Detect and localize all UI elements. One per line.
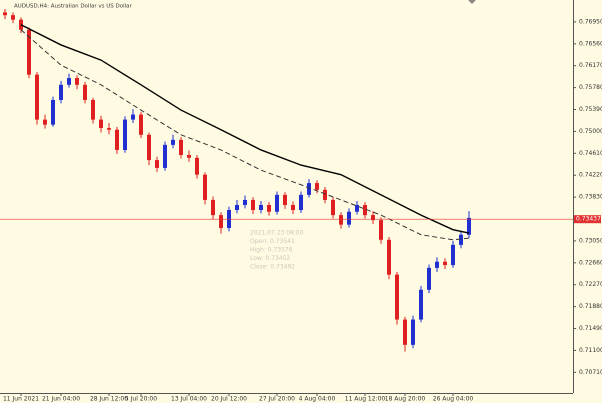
- candle-body: [51, 99, 55, 125]
- x-tick-label: 11 Aug 12:00: [345, 396, 386, 403]
- info-box-line: Low: 0.73452: [250, 255, 290, 262]
- candle-body: [235, 204, 239, 211]
- candle-body: [355, 204, 359, 212]
- candle-body: [275, 194, 279, 212]
- candle-body: [331, 199, 335, 216]
- candle-body: [147, 134, 151, 161]
- x-tick-label: 21 Jun 04:00: [42, 396, 80, 403]
- candle-body: [3, 12, 7, 16]
- y-tick-label: 0.72660: [579, 259, 602, 266]
- y-tick-label: 0.72270: [579, 281, 602, 288]
- candle-body: [131, 114, 135, 120]
- candle-body: [155, 160, 159, 168]
- candle-body: [115, 129, 119, 150]
- candle-body: [259, 204, 263, 211]
- y-tick-label: 0.75000: [579, 128, 602, 135]
- y-tick-label: 0.71880: [579, 303, 602, 310]
- moving-average: [20, 29, 470, 241]
- candle-body: [75, 78, 79, 85]
- candle-body: [339, 215, 343, 225]
- candle-body: [435, 261, 439, 268]
- candle-body: [203, 174, 207, 200]
- candle-body: [11, 15, 15, 20]
- info-box-line: 2021.07.23 08:00: [250, 230, 304, 237]
- candle-body: [283, 194, 287, 205]
- candle-body: [467, 217, 471, 235]
- y-tick-label: 0.74610: [579, 150, 602, 157]
- y-tick-label: 0.71100: [579, 347, 602, 354]
- y-tick-label: 0.74220: [579, 172, 602, 179]
- candle-body: [315, 183, 319, 190]
- candle-body: [403, 319, 407, 345]
- info-box-line: Open: 0.73541: [250, 238, 295, 245]
- candle-body: [459, 234, 463, 245]
- x-tick-label: 5 Jul 20:00: [125, 396, 157, 403]
- candle-body: [443, 261, 447, 266]
- x-tick-label: 4 Aug 04:00: [299, 396, 336, 403]
- candle-body: [363, 204, 367, 216]
- candle-body: [35, 74, 39, 120]
- candle-body: [299, 194, 303, 211]
- x-tick-label: 20 Jul 12:00: [211, 396, 247, 403]
- candle-body: [187, 155, 191, 158]
- candle-body: [219, 215, 223, 229]
- y-tick-label: 0.75390: [579, 106, 602, 113]
- y-tick-label: 0.76560: [579, 40, 602, 47]
- candle-body: [347, 211, 351, 225]
- candle-body: [251, 199, 255, 211]
- x-tick-label: 26 Aug 04:00: [433, 396, 474, 403]
- candle-body: [123, 119, 127, 150]
- candle-body: [291, 204, 295, 211]
- candle-body: [395, 274, 399, 320]
- candle-body: [59, 84, 63, 100]
- candle-body: [451, 244, 455, 266]
- candle-body: [243, 199, 247, 205]
- scroll-marker: [468, 0, 476, 4]
- candle-body: [83, 84, 87, 100]
- candle-body: [195, 157, 199, 175]
- candle-body: [99, 119, 103, 129]
- candle-body: [379, 220, 383, 240]
- y-tick-label: 0.76950: [579, 18, 602, 25]
- candle-body: [323, 189, 327, 200]
- moving-average: [20, 24, 470, 234]
- x-tick-label: 18 Aug 20:00: [385, 396, 426, 403]
- x-tick-label: 27 Jul 20:00: [259, 396, 295, 403]
- candle-body: [43, 119, 47, 125]
- last-price-tag: [574, 215, 601, 224]
- candle-body: [139, 114, 143, 135]
- candle-body: [267, 204, 271, 212]
- candle-body: [27, 29, 31, 75]
- candle-body: [171, 139, 175, 145]
- y-tick-label: 0.73830: [579, 194, 602, 201]
- y-tick-label: 0.75780: [579, 84, 602, 91]
- x-tick-label: 13 Jul 04:00: [171, 396, 207, 403]
- candle-body: [67, 78, 71, 85]
- chart-title: AUDUSD,H4: Australian Dollar vs US Dolla…: [14, 4, 133, 10]
- last-price-label: 0.73437: [576, 216, 601, 223]
- candle-body: [427, 267, 431, 290]
- candle-body: [307, 183, 311, 195]
- candle-body: [91, 99, 95, 120]
- candle-body: [179, 139, 183, 156]
- y-tick-label: 0.76170: [579, 62, 602, 69]
- candle-body: [211, 199, 215, 216]
- candle-body: [107, 128, 111, 130]
- candle-body: [387, 239, 391, 275]
- info-box-line: High: 0.73576: [250, 247, 293, 254]
- x-tick-label: 28 Jun 12:00: [90, 396, 128, 403]
- x-tick-label: 11 Jun 2021: [3, 396, 39, 403]
- info-box-line: Close: 0.73492: [250, 264, 295, 271]
- candle-body: [419, 289, 423, 320]
- y-tick-label: 0.71490: [579, 325, 602, 332]
- y-tick-label: 0.73050: [579, 237, 602, 244]
- candle-body: [163, 144, 167, 168]
- candle-body: [371, 215, 375, 221]
- y-tick-label: 0.70710: [579, 369, 602, 376]
- candle-body: [411, 319, 415, 345]
